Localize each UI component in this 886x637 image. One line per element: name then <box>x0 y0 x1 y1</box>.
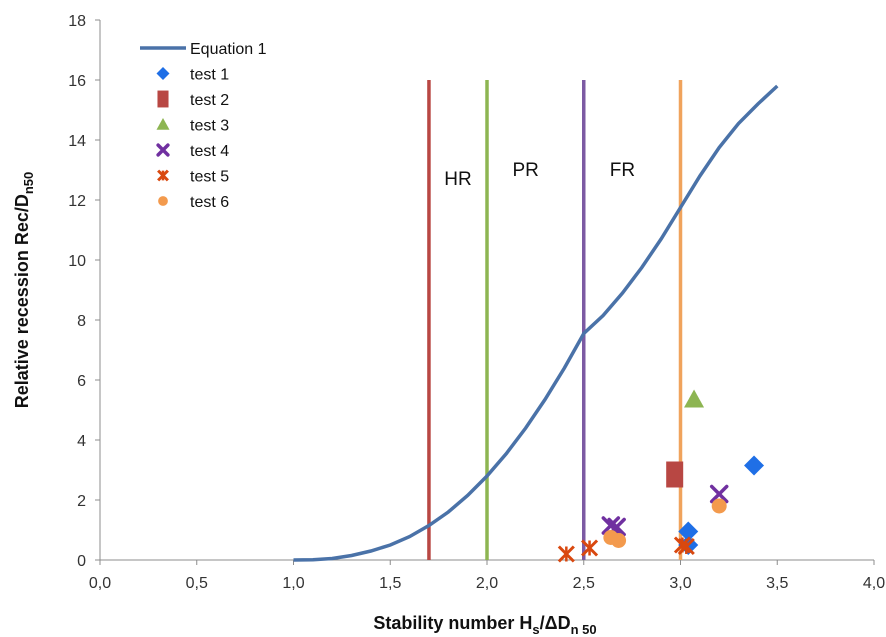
legend-swatch-test-5 <box>157 169 169 182</box>
y-tick-label: 8 <box>77 313 86 330</box>
y-tick-label: 18 <box>68 13 86 30</box>
region-label-fr: FR <box>610 160 635 181</box>
region-labels: HR PR FR <box>444 160 635 190</box>
legend-label-test-5: test 5 <box>190 169 229 186</box>
legend-label-test-3: test 3 <box>190 118 229 135</box>
test-5-point <box>580 539 599 557</box>
legend-label-test-2: test 2 <box>190 92 229 109</box>
y-tick-label: 4 <box>77 433 86 450</box>
test-5-point <box>557 545 575 563</box>
x-tick-label: 0,5 <box>186 575 208 592</box>
legend: Equation 1 test 1 test 2 test 3 test 4 test 5… <box>140 41 267 211</box>
y-tick-label: 10 <box>68 253 86 270</box>
y-tick-label: 14 <box>68 133 86 150</box>
test-1-point <box>744 455 765 476</box>
legend-swatch-test-6 <box>158 196 168 206</box>
test-1-point <box>678 521 699 542</box>
test-4-point <box>601 516 621 535</box>
y-axis-title: Relative recession Rec/Dn50 <box>12 172 36 409</box>
test-3-point <box>684 389 705 408</box>
legend-swatch-test-3 <box>156 118 170 130</box>
y-tick-label: 16 <box>68 73 86 90</box>
x-tick-label: 2,5 <box>573 575 595 592</box>
test-4-point <box>709 484 729 504</box>
legend-label-test-1: test 1 <box>190 67 229 84</box>
y-tick-label: 6 <box>77 373 86 390</box>
equation-1-line <box>293 84 779 562</box>
legend-label-test-4: test 4 <box>190 143 229 160</box>
regime-lines <box>427 80 683 560</box>
legend-swatch-test-2 <box>157 90 169 108</box>
tick-labels: 0,0 0,5 1,0 1,5 2,0 2,5 3,0 3,5 4,0 0 2 4 6 8 10 12 14 16… <box>68 13 885 592</box>
y-tick-label: 12 <box>68 193 86 210</box>
x-tick-label: 4,0 <box>863 575 885 592</box>
y-tick-label: 0 <box>77 553 86 570</box>
x-tick-label: 2,0 <box>476 575 498 592</box>
region-label-hr: HR <box>444 169 471 190</box>
test-2-point <box>666 461 684 488</box>
test-5-point <box>677 537 695 556</box>
x-axis-title: Stability number Hs/ΔDn 50 <box>373 613 596 637</box>
x-tick-label: 3,0 <box>669 575 691 592</box>
legend-swatch-test-1 <box>156 67 170 80</box>
x-tick-label: 1,0 <box>282 575 304 592</box>
test-6-point <box>711 498 727 514</box>
test-6-point <box>611 533 627 548</box>
region-label-pr: PR <box>512 160 538 181</box>
legend-swatch-test-4 <box>156 143 170 157</box>
equation-curve <box>293 84 779 562</box>
y-tick-label: 2 <box>77 493 86 510</box>
legend-label-equation: Equation 1 <box>190 41 267 58</box>
x-tick-label: 3,5 <box>766 575 788 592</box>
legend-label-test-6: test 6 <box>190 194 229 211</box>
x-tick-label: 1,5 <box>379 575 401 592</box>
x-tick-label: 0,0 <box>89 575 111 592</box>
data-points <box>557 389 765 563</box>
